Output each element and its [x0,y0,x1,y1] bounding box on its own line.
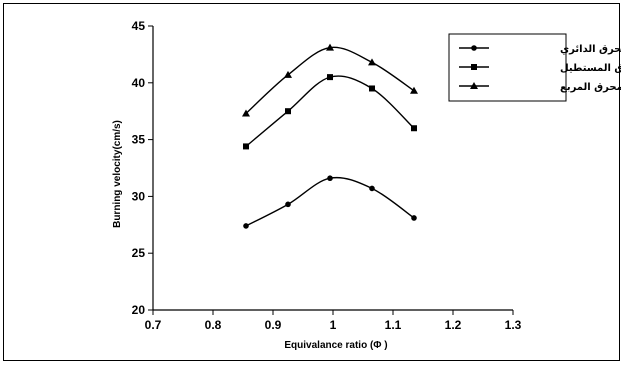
y-tick-label: 40 [132,76,146,90]
legend-label: المحرق الدائري [560,44,621,55]
legend-entry: المحرق المستطيل [459,63,621,74]
legend-label: المحرق المربع [560,82,621,93]
data-point [411,125,417,132]
series-square [243,74,417,150]
series-line [245,46,415,114]
x-tick-label: 1.1 [385,318,402,332]
x-tick-label: 1.3 [505,318,522,332]
x-tick-label: 0.9 [265,318,282,332]
data-point [326,43,334,51]
data-point [284,70,292,78]
data-point [410,86,418,94]
axes: 20 25 30 35 40 45 0.7 0.8 0.9 1 1.1 1.2 1.3 [132,19,522,332]
data-point [285,201,291,208]
data-point [327,175,333,182]
series-line [245,75,415,147]
chart-frame: 20 25 30 35 40 45 0.7 0.8 0.9 1 1.1 1.2 1.3 المحرق ا… [3,3,621,361]
y-axis-title: Burning velocity(cm/s) [112,120,123,228]
data-point [369,185,375,192]
legend: المحرق الدائري المحرق المستطيل المحرق المر… [448,33,621,102]
series-circle [243,175,417,229]
data-point [368,58,376,66]
x-tick-label: 0.7 [145,318,162,332]
data-point [243,223,249,229]
y-tick-label: 30 [132,189,146,203]
data-point [285,108,291,115]
x-tick-label: 1.2 [445,318,462,332]
legend-marker [471,64,477,70]
line-chart: 20 25 30 35 40 45 0.7 0.8 0.9 1 1.1 1.2 1.3 المحرق ا… [112,19,621,351]
series-line [245,176,415,227]
data-point [327,74,333,81]
x-tick-label: 1 [330,318,337,332]
y-tick-label: 20 [132,303,146,317]
legend-label: المحرق المستطيل [560,63,621,74]
series-layer [242,43,418,229]
legend-entry: المحرق المربع [459,82,621,93]
y-tick-label: 45 [132,19,146,33]
legend-marker [471,45,477,51]
data-point [411,215,417,221]
legend-entry: المحرق الدائري [459,44,621,55]
y-tick-label: 25 [132,246,146,260]
series-triangle [242,43,418,117]
x-tick-label: 0.8 [205,318,222,332]
data-point [369,85,375,92]
y-tick-label: 35 [132,133,146,147]
legend-marker [470,82,478,89]
data-point [243,143,249,150]
data-point [242,109,250,117]
x-axis-title: Equivalance ratio (Φ ) [284,340,387,351]
